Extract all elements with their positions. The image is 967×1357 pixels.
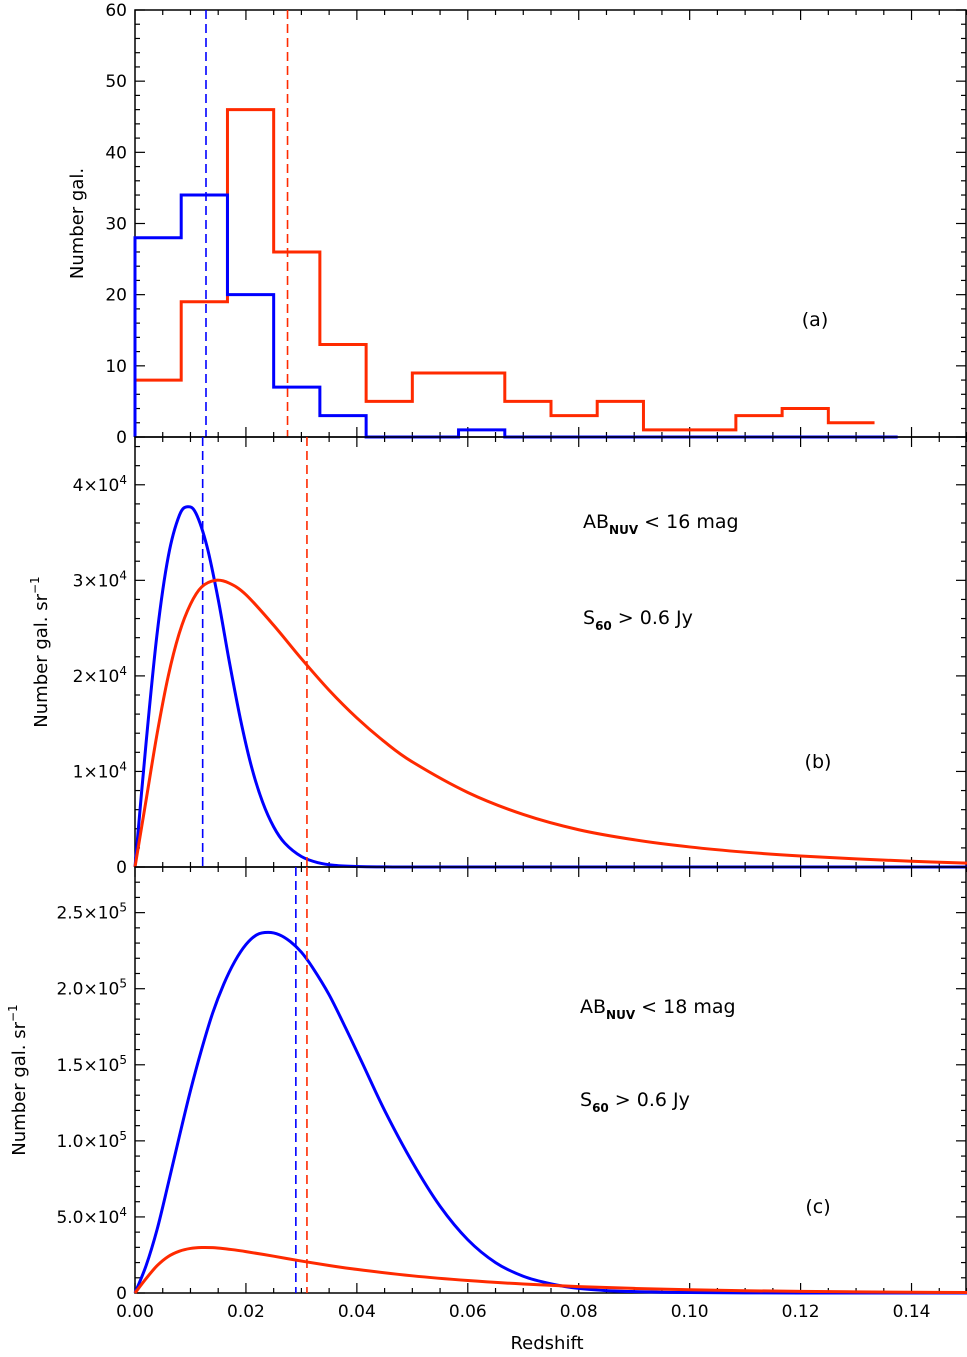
y-tick-label: 2×104 <box>73 664 127 687</box>
x-tick-label: 0.10 <box>671 1302 709 1322</box>
panel-label: (a) <box>802 309 828 331</box>
series-red <box>133 10 875 437</box>
y-tick-label: 1.5×105 <box>56 1053 127 1076</box>
y-tick-label: 1×104 <box>73 759 127 782</box>
x-tick-label: 0.14 <box>893 1302 931 1322</box>
y-tick-label: 10 <box>105 357 127 377</box>
y-tick-label: 30 <box>105 215 127 235</box>
series-line <box>133 578 967 868</box>
series-blue <box>133 867 967 1295</box>
y-tick-label: 3×104 <box>73 568 127 591</box>
panel-label: (c) <box>805 1196 830 1218</box>
x-tick-label: 0.02 <box>227 1302 265 1322</box>
series-line <box>133 505 967 869</box>
plot-frame <box>134 436 967 868</box>
y-tick-label: 5.0×104 <box>56 1205 127 1228</box>
y-axis-title: Number gal. <box>67 168 88 279</box>
y-tick-label: 40 <box>105 143 127 163</box>
plot-frame <box>134 9 967 438</box>
y-tick-label: 0 <box>116 428 127 448</box>
selection-annotation: S60 > 0.6 Jy <box>583 607 693 633</box>
x-tick-label: 0.12 <box>782 1302 820 1322</box>
series-blue <box>133 437 967 869</box>
y-tick-label: 2.5×105 <box>56 901 127 924</box>
x-tick-label: 0.04 <box>338 1302 376 1322</box>
y-axis-title: Number gal. sr−1 <box>28 576 52 727</box>
y-tick-label: 60 <box>105 1 127 21</box>
y-tick-label: 1.0×105 <box>56 1129 127 1152</box>
series-blue <box>133 10 898 439</box>
selection-annotation: S60 > 0.6 Jy <box>580 1089 690 1115</box>
y-tick-label: 0 <box>116 1284 127 1304</box>
plot-frame <box>134 866 967 1294</box>
panel-c: 0 5.0×104 1.0×105 1.5×105 2.0×105 2.5×105 0.00… <box>6 866 967 1354</box>
panel-a: 0 10 20 30 40 50 60 Number gal. (a) <box>67 1 967 448</box>
y-axis-title: Number gal. sr−1 <box>6 1004 30 1155</box>
series-red <box>133 437 967 868</box>
y-tick-label: 0 <box>116 858 127 878</box>
y-tick-label: 50 <box>105 72 127 92</box>
histogram-step <box>133 108 875 437</box>
panel-label: (b) <box>805 751 832 773</box>
x-axis-title: Redshift <box>510 1333 583 1354</box>
series-line <box>133 930 967 1295</box>
selection-annotation: ABNUV < 18 mag <box>580 996 736 1022</box>
x-tick-label: 0.06 <box>449 1302 487 1322</box>
series-line <box>133 1245 967 1294</box>
y-tick-label: 20 <box>105 286 127 306</box>
series-red <box>133 867 967 1294</box>
selection-annotation: ABNUV < 16 mag <box>583 511 739 537</box>
x-tick-label: 0.08 <box>560 1302 598 1322</box>
y-tick-label: 4×104 <box>73 473 127 496</box>
x-tick-label: 0.00 <box>116 1302 154 1322</box>
panel-b: 0 1×104 2×104 3×104 4×104 Number gal. sr−1 ABN… <box>28 436 967 878</box>
y-tick-label: 2.0×105 <box>56 977 127 1000</box>
